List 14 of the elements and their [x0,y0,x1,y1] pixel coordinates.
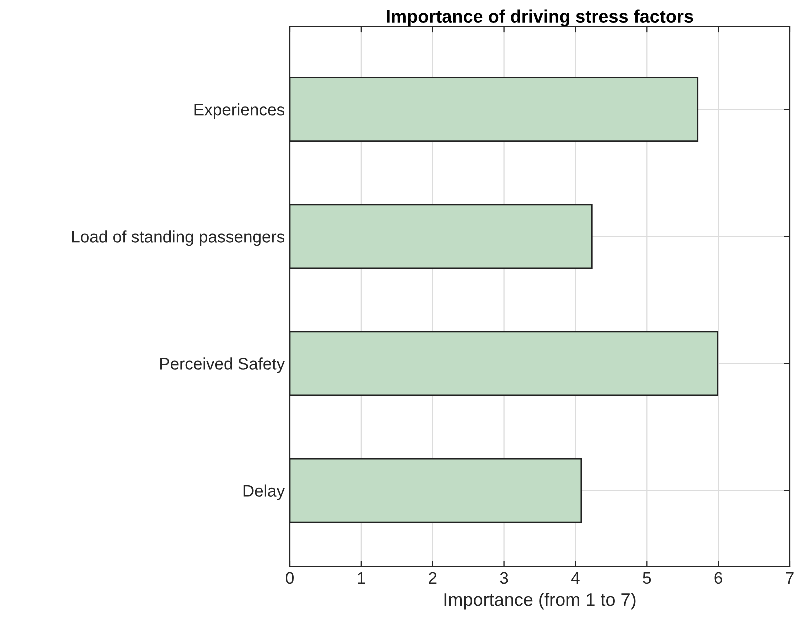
y-tick-label: Perceived Safety [160,358,286,374]
y-tick-label: Load of standing passengers [72,230,285,246]
x-tick-label: 5 [643,572,652,584]
x-tick-label: 4 [571,572,580,584]
x-axis-title: Importance (from 1 to 7) [444,592,636,610]
x-tick-label: 7 [786,572,794,584]
x-tick-label: 3 [500,572,508,584]
y-tick-label: Experiences [194,104,285,120]
x-tick-label: 1 [358,572,366,584]
x-tick-label: 2 [429,572,437,584]
y-tick-label: Delay [244,484,286,500]
x-tick-label: 6 [714,572,722,584]
x-tick-label: 0 [286,572,294,584]
chart-title: Importance of driving stress factors [387,10,694,27]
